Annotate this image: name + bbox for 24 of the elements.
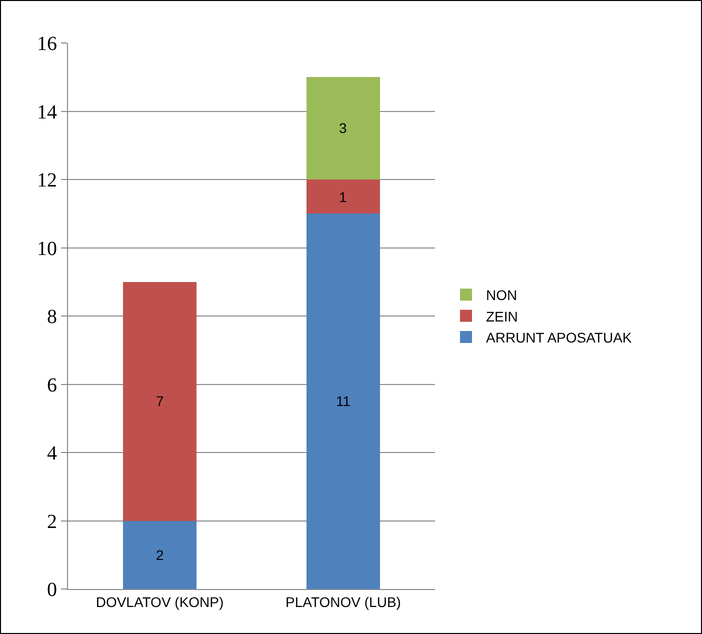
y-tick-label: 0 (47, 579, 57, 601)
bar (123, 282, 196, 521)
legend-label: NON (486, 287, 518, 304)
data-label: 3 (339, 120, 347, 136)
data-label: 2 (156, 547, 164, 563)
y-tick-label: 12 (37, 170, 57, 192)
data-label: 1 (339, 189, 347, 205)
bar (306, 180, 380, 214)
y-tick-label: 4 (47, 442, 57, 464)
data-label: 7 (156, 393, 164, 409)
x-tick-label: DOVLATOV (KONP) (96, 594, 224, 610)
x-tick-label: PLATONOV (LUB) (286, 594, 401, 610)
legend-label: ZEIN (486, 308, 518, 324)
y-tick-label: 2 (47, 510, 57, 533)
bar (306, 214, 380, 589)
y-tick-label: 14 (37, 101, 57, 124)
data-label: 11 (336, 393, 351, 409)
y-tick-label: 10 (37, 238, 57, 260)
bar (306, 77, 380, 180)
y-tick-label: 8 (47, 306, 57, 328)
bar (123, 520, 196, 589)
y-tick-label: 6 (47, 374, 57, 396)
y-tick-label: 16 (37, 33, 57, 55)
legend-label: ARRUNT APOSATUAK (486, 329, 632, 346)
